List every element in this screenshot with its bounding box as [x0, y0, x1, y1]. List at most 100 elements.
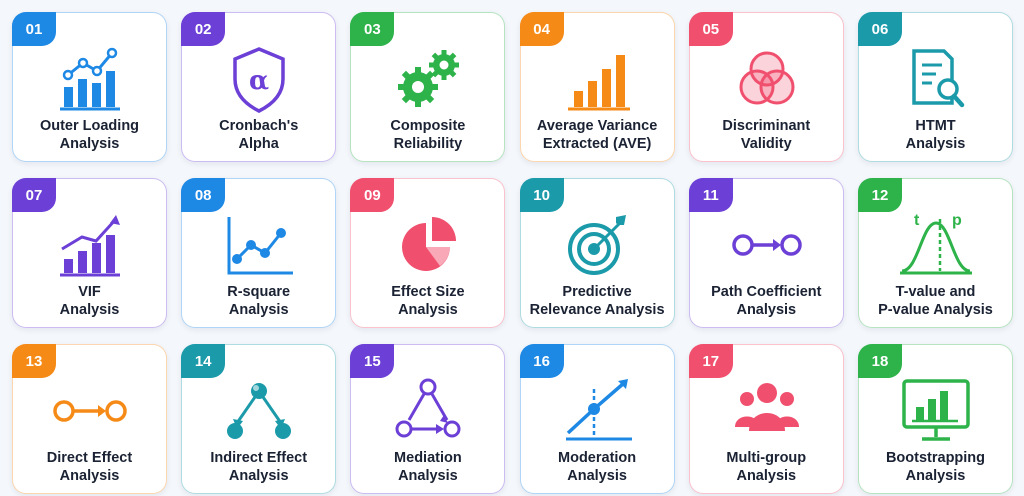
card-number-badge: 16: [519, 344, 564, 378]
analysis-card[interactable]: 18 Bootstrapping Analysis: [858, 344, 1013, 494]
analysis-card[interactable]: 11 Path Coefficient Analysis: [688, 178, 844, 328]
card-number-badge: 17: [688, 344, 733, 378]
analysis-card[interactable]: 04 Average Variance Extracted (AVE): [519, 12, 675, 162]
card-title-line-1: T-value and: [895, 284, 976, 300]
analysis-card[interactable]: 08 R-square Analysis: [181, 178, 337, 328]
t-label: t: [914, 212, 920, 229]
direct-arrow-icon: [53, 400, 127, 422]
analysis-card[interactable]: 03 Composite Reliability: [350, 12, 506, 162]
card-title: T-value and P-value Analysis: [863, 283, 1008, 319]
card-number-badge: 02: [181, 12, 226, 46]
card-number-badge: 07: [12, 178, 56, 212]
card-title-line-2: Analysis: [228, 302, 289, 318]
gears-icon: [398, 50, 460, 107]
p-label: p: [952, 212, 962, 229]
card-title: HTMT Analysis: [863, 117, 1008, 153]
card-title-line-1: VIF: [78, 284, 101, 300]
card-title-line-2: Analysis: [905, 468, 966, 484]
card-title-line-2: Alpha: [238, 136, 279, 152]
analysis-card[interactable]: 09 Effect Size Analysis: [350, 178, 506, 328]
moderation-graph-icon: [565, 379, 632, 441]
analysis-card[interactable]: 16 Moderation Analysis: [519, 344, 675, 494]
card-title-line-2: Reliability: [393, 136, 463, 152]
card-number-badge: 10: [519, 178, 564, 212]
card-title-line-2: Analysis: [398, 468, 458, 484]
card-title-line-1: R-square: [227, 284, 291, 300]
card-number-badge: 01: [12, 12, 56, 46]
card-title-line-1: HTMT: [915, 118, 956, 134]
card-title-line-1: Cronbach's: [219, 118, 299, 134]
card-title-line-1: Predictive: [562, 284, 632, 300]
bell-curve-icon: t p: [900, 212, 972, 275]
card-title-line-2: Analysis: [736, 302, 797, 318]
card-title-line-1: Moderation: [558, 450, 637, 466]
card-title: Effect Size Analysis: [355, 283, 500, 319]
card-title-line-1: Discriminant: [722, 118, 811, 134]
users-group-icon: [734, 383, 799, 431]
card-title-line-1: Bootstrapping: [885, 450, 986, 466]
card-number-badge: 05: [688, 12, 733, 46]
card-title-line-1: Indirect Effect: [210, 450, 308, 466]
card-title: Moderation Analysis: [525, 449, 670, 485]
analysis-card[interactable]: 07 VIF Analysis: [12, 178, 167, 328]
alpha-shield-icon: α: [233, 47, 285, 113]
card-number-badge: 09: [350, 178, 395, 212]
card-title-line-2: Analysis: [59, 136, 120, 152]
mediation-triangle-icon: [395, 378, 461, 438]
card-title-line-2: Analysis: [567, 468, 627, 484]
analysis-card[interactable]: 01 Outer Loading Analysis: [12, 12, 167, 162]
card-title-line-1: Direct Effect: [46, 450, 133, 466]
card-title: Multi-group Analysis: [694, 449, 839, 485]
bar-chart-trend-icon: [60, 47, 120, 111]
analysis-card[interactable]: 10 Predictive Relevance Analysis: [519, 178, 675, 328]
card-number-badge: 11: [688, 178, 733, 212]
card-title-line-2: Relevance Analysis: [529, 302, 665, 318]
card-title-line-2: Extracted (AVE): [542, 136, 652, 152]
card-title-line-2: Validity: [740, 136, 792, 152]
analysis-card[interactable]: 17 Multi-group Analysis: [688, 344, 844, 494]
card-title: Cronbach's Alpha: [186, 117, 331, 153]
analysis-card[interactable]: 15 Mediation Analysis: [350, 344, 506, 494]
rising-bars-icon: [567, 55, 630, 111]
venn-circles-icon: [739, 51, 795, 105]
analysis-card[interactable]: 05 Discriminant Validity: [688, 12, 844, 162]
card-title: R-square Analysis: [186, 283, 331, 319]
card-number-badge: 15: [350, 344, 395, 378]
card-title: Predictive Relevance Analysis: [525, 283, 670, 319]
card-title: Mediation Analysis: [355, 449, 500, 485]
card-title-line-1: Effect Size: [391, 284, 465, 300]
analysis-card[interactable]: 14 Indirect Effect Analysis: [181, 344, 337, 494]
path-arrow-icon: [732, 234, 802, 256]
card-number-badge: 06: [858, 12, 902, 46]
card-title-line-1: Outer Loading: [39, 118, 140, 134]
card-title: Outer Loading Analysis: [17, 117, 162, 153]
analysis-card[interactable]: 02 α Cronbach's Alpha: [181, 12, 337, 162]
card-title-line-2: Analysis: [59, 468, 120, 484]
card-title: Direct Effect Analysis: [17, 449, 162, 485]
pie-chart-icon: [402, 217, 457, 271]
card-number-badge: 14: [181, 344, 226, 378]
line-graph-icon: [227, 217, 294, 275]
card-number-badge: 13: [12, 344, 56, 378]
card-title-line-2: P-value Analysis: [878, 302, 993, 318]
document-search-icon: [912, 49, 965, 108]
analysis-card[interactable]: 12 t p T-value and P-value Analysis: [858, 178, 1013, 328]
card-number-badge: 03: [350, 12, 395, 46]
target-icon: [567, 215, 626, 275]
card-title-line-1: Average Variance: [536, 118, 658, 134]
card-title-line-2: Analysis: [398, 302, 458, 318]
card-title: Bootstrapping Analysis: [863, 449, 1008, 485]
card-title: Discriminant Validity: [694, 117, 839, 153]
card-title-line-2: Analysis: [905, 136, 966, 152]
card-title-line-2: Analysis: [228, 468, 289, 484]
card-title: VIF Analysis: [17, 283, 162, 319]
card-number-badge: 04: [519, 12, 564, 46]
card-title: Indirect Effect Analysis: [186, 449, 331, 485]
card-title: Path Coefficient Analysis: [694, 283, 839, 319]
card-title-line-1: Composite: [390, 118, 466, 134]
analysis-card[interactable]: 13 Direct Effect Analysis: [12, 344, 167, 494]
analysis-card[interactable]: 06 HTMT Analysis: [858, 12, 1013, 162]
card-title-line-2: Analysis: [736, 468, 797, 484]
svg-text:α: α: [249, 66, 269, 96]
network-triangle-icon: [227, 383, 292, 439]
